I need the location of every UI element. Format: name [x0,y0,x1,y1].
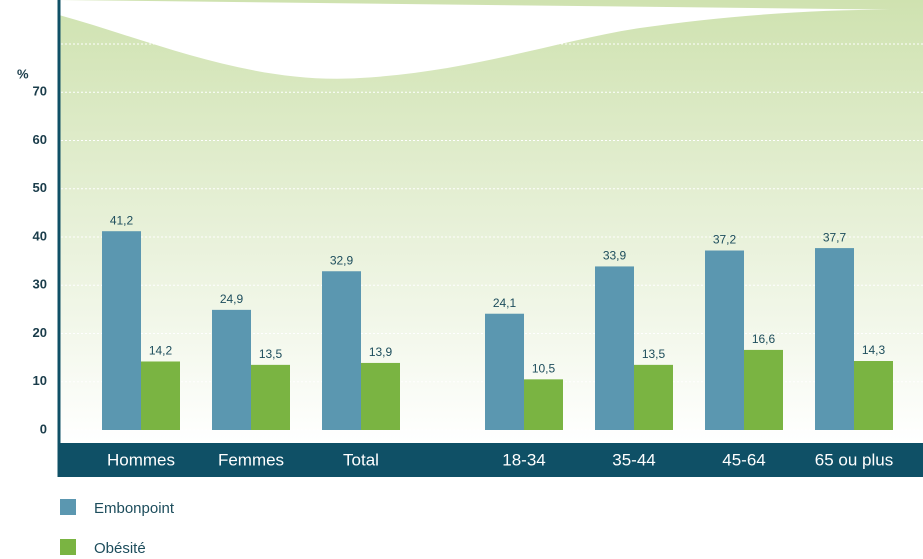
y-tick-label: 40 [33,228,47,243]
bar [322,271,361,430]
bar [102,231,141,430]
bar [634,365,673,430]
legend-label: Obésité [94,540,146,557]
value-label: 24,9 [220,292,244,306]
bar [815,248,854,430]
x-tick-label: 45-64 [722,450,765,469]
value-label: 37,7 [823,230,847,244]
x-tick-label: Femmes [218,450,284,469]
category-band [59,443,923,477]
value-label: 14,3 [862,343,886,357]
x-tick-label: 65 ou plus [815,450,893,469]
value-label: 13,9 [369,345,393,359]
legend-label: Embonpoint [94,500,175,517]
bar [524,379,563,430]
value-label: 14,2 [149,344,173,358]
value-label: 33,9 [603,249,627,263]
bar [141,361,180,430]
legend-swatch [60,539,76,555]
bar [251,365,290,430]
bar [705,251,744,430]
y-tick-label: 30 [33,277,47,292]
value-label: 16,6 [752,332,776,346]
bar [361,363,400,430]
legend-swatch [60,499,76,515]
value-label: 13,5 [642,347,666,361]
value-label: 41,2 [110,213,134,227]
y-tick-label: 50 [33,180,47,195]
bar [595,266,634,430]
bar [854,361,893,430]
bar [744,350,783,430]
value-label: 32,9 [330,253,354,267]
x-tick-label: Total [343,450,379,469]
y-tick-label: 70 [33,84,47,99]
bar [212,310,251,430]
chart: % 0 10 20 30 40 50 60 70 Hommes 41,2 14,2 Femmes 24,… [0,0,923,559]
bar [485,314,524,430]
y-tick-label: 20 [33,325,47,340]
y-tick-label: 10 [33,373,47,388]
value-label: 24,1 [493,296,517,310]
value-label: 37,2 [713,233,737,247]
x-tick-label: 18-34 [502,450,545,469]
y-tick-label: 60 [33,132,47,147]
value-label: 10,5 [532,362,556,376]
x-tick-label: Hommes [107,450,175,469]
y-axis-label: % [17,66,29,81]
x-tick-label: 35-44 [612,450,655,469]
y-tick-label: 0 [40,421,47,436]
value-label: 13,5 [259,347,283,361]
